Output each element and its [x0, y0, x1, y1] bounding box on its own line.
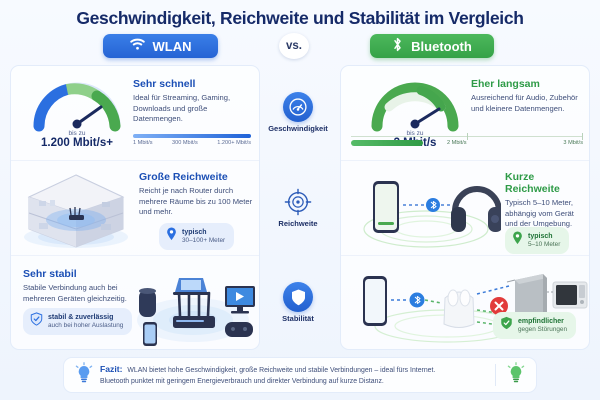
bt-range-badge: typisch 5–10 Meter	[505, 227, 570, 254]
map-pin-icon	[512, 231, 523, 250]
wlan-speed-gauge: bis zu 1.200 Mbit/s+	[25, 74, 129, 152]
bt-speed-body: Ausreichend für Audio, Zubehör und klein…	[471, 93, 578, 113]
bt-stability-badge: empfindlicher gegen Störungen	[493, 312, 577, 339]
router-devices-illustration	[129, 260, 257, 348]
wlan-tick-2: 1.200+ Mbit/s	[217, 140, 251, 146]
phone-headphones-illustration	[351, 167, 503, 253]
speedometer-icon	[283, 92, 313, 123]
wlan-stability-badge-line1: stabil & zuverlässig	[48, 313, 114, 321]
bt-range-badge-line1: typisch	[528, 232, 553, 240]
wlan-speed-text: Sehr schnell Ideal für Streaming, Gaming…	[133, 78, 251, 124]
bt-stability-badge-line2: gegen Störungen	[518, 325, 568, 333]
wlan-stability-badge: stabil & zuverlässig auch bei hoher Ausl…	[23, 308, 133, 335]
bt-range-body: Typisch 5–10 Meter, abhängig vom Gerät u…	[505, 198, 574, 229]
conclusion-text: Fazit: WLAN bietet hohe Geschwindigkeit,…	[100, 363, 485, 387]
wlan-range-row: Große Reichweite Reicht je nach Router d…	[11, 161, 259, 256]
middle-label-range: Reichweite	[278, 219, 318, 229]
wlan-range-heading: Große Reichweite	[139, 171, 228, 183]
wlan-scale-ticks: 1 Mbit/s 300 Mbit/s 1.200+ Mbit/s	[133, 140, 251, 146]
bluetooth-badge-label: Bluetooth	[411, 38, 472, 54]
wifi-icon	[129, 38, 145, 54]
wlan-speed-row: bis zu 1.200 Mbit/s+ Sehr schnell Ideal …	[11, 66, 259, 161]
wlan-speed-body: Ideal für Streaming, Gaming, Downloads u…	[133, 93, 231, 123]
bt-speed-text: Eher langsam Ausreichend für Audio, Zube…	[471, 78, 583, 114]
bt-speed-heading: Eher langsam	[471, 78, 540, 90]
wlan-tick-1: 300 Mbit/s	[172, 140, 198, 146]
wlan-stability-badge-line2: auch bei hoher Auslastung	[48, 321, 124, 329]
wlan-range-text: Große Reichweite Reicht je nach Router d…	[139, 171, 255, 217]
wlan-speed-heading: Sehr schnell	[133, 78, 196, 90]
middle-item-stability: Stabilität	[260, 255, 336, 350]
wlan-range-body: Reicht je nach Router durch mehrere Räum…	[139, 186, 253, 216]
bt-scale-axis	[351, 133, 583, 140]
wlan-tick-0: 1 Mbit/s	[133, 140, 153, 146]
middle-label-stability: Stabilität	[282, 314, 314, 324]
wlan-range-badge-line1: typisch	[182, 228, 207, 236]
bt-tick-1: 3 Mbit/s	[563, 140, 583, 146]
wlan-stability-row: Sehr stabil Stabile Verbindung auch bei …	[11, 256, 259, 351]
wlan-panel: bis zu 1.200 Mbit/s+ Sehr schnell Ideal …	[10, 65, 260, 350]
wlan-badge-label: WLAN	[152, 38, 192, 54]
bt-stability-badge-line1: empfindlicher	[518, 317, 564, 325]
conclusion-label: Fazit:	[100, 364, 123, 375]
middle-item-speed: Geschwindigkeit	[260, 65, 336, 160]
bt-tick-0: 2 Mbit/s	[447, 140, 467, 146]
wlan-stability-heading: Sehr stabil	[23, 268, 77, 280]
bt-range-text: Kurze Reichweite Typisch 5–10 Meter, abh…	[505, 171, 585, 230]
wlan-stability-text: Sehr stabil Stabile Verbindung auch bei …	[23, 268, 135, 304]
middle-label-speed: Geschwindigkeit	[268, 124, 328, 134]
shield-icon	[500, 316, 513, 335]
shield-check-icon	[30, 312, 43, 331]
bt-scale-fill	[351, 140, 423, 146]
bt-speed-row: bis zu 3 Mbit/s Eher langsam Ausreichend…	[341, 66, 589, 161]
bt-range-heading: Kurze Reichweite	[505, 171, 560, 196]
conclusion-bar: Fazit: WLAN bietet hohe Geschwindigkeit,…	[63, 357, 537, 393]
header-badges: WLAN vs. Bluetooth	[0, 33, 600, 64]
bluetooth-icon	[392, 37, 403, 55]
house-cutaway-illustration	[17, 167, 135, 251]
middle-column: Geschwindigkeit Reichweite	[260, 65, 336, 350]
target-icon	[283, 187, 313, 217]
map-pin-icon	[166, 227, 177, 246]
bluetooth-badge[interactable]: Bluetooth	[370, 34, 494, 59]
footer-divider	[495, 364, 496, 386]
bt-speed-scale: 2 Mbit/s 3 Mbit/s	[351, 133, 583, 146]
bt-stability-row: empfindlicher gegen Störungen	[341, 256, 589, 351]
wlan-gauge-caption: bis zu 1.200 Mbit/s+	[25, 130, 129, 149]
vs-marker: vs.	[279, 33, 309, 60]
comparison-panels: bis zu 1.200 Mbit/s+ Sehr schnell Ideal …	[10, 65, 590, 350]
bluetooth-panel: bis zu 3 Mbit/s Eher langsam Ausreichend…	[340, 65, 590, 350]
bt-range-row: Kurze Reichweite Typisch 5–10 Meter, abh…	[341, 161, 589, 256]
conclusion-line-1: WLAN bietet hohe Geschwindigkeit, große …	[127, 367, 436, 375]
wlan-gauge-value: 1.200 Mbit/s+	[41, 137, 113, 149]
bt-range-badge-line2: 5–10 Meter	[528, 240, 561, 248]
wlan-range-badge-line2: 30–100+ Meter	[182, 236, 226, 244]
wlan-scale-track	[133, 134, 251, 138]
page-title: Geschwindigkeit, Reichweite und Stabilit…	[76, 8, 524, 28]
bt-scale-ticks: 2 Mbit/s 3 Mbit/s	[423, 140, 583, 146]
wlan-gauge-prefix: bis zu	[68, 129, 86, 137]
middle-item-range: Reichweite	[260, 160, 336, 255]
wlan-stability-body: Stabile Verbindung auch bei mehreren Ger…	[23, 283, 127, 303]
vs-label: vs.	[286, 40, 302, 53]
shield-icon	[283, 282, 313, 313]
wlan-speed-scale: 1 Mbit/s 300 Mbit/s 1.200+ Mbit/s	[133, 134, 251, 146]
wlan-range-badge: typisch 30–100+ Meter	[159, 223, 235, 250]
lightbulb-green-icon	[506, 361, 526, 389]
lightbulb-blue-icon	[74, 361, 94, 389]
conclusion-line-2: Bluetooth punktet mit geringem Energieve…	[100, 377, 384, 385]
wlan-badge[interactable]: WLAN	[103, 34, 218, 59]
bt-gauge-prefix: bis zu	[406, 129, 424, 137]
